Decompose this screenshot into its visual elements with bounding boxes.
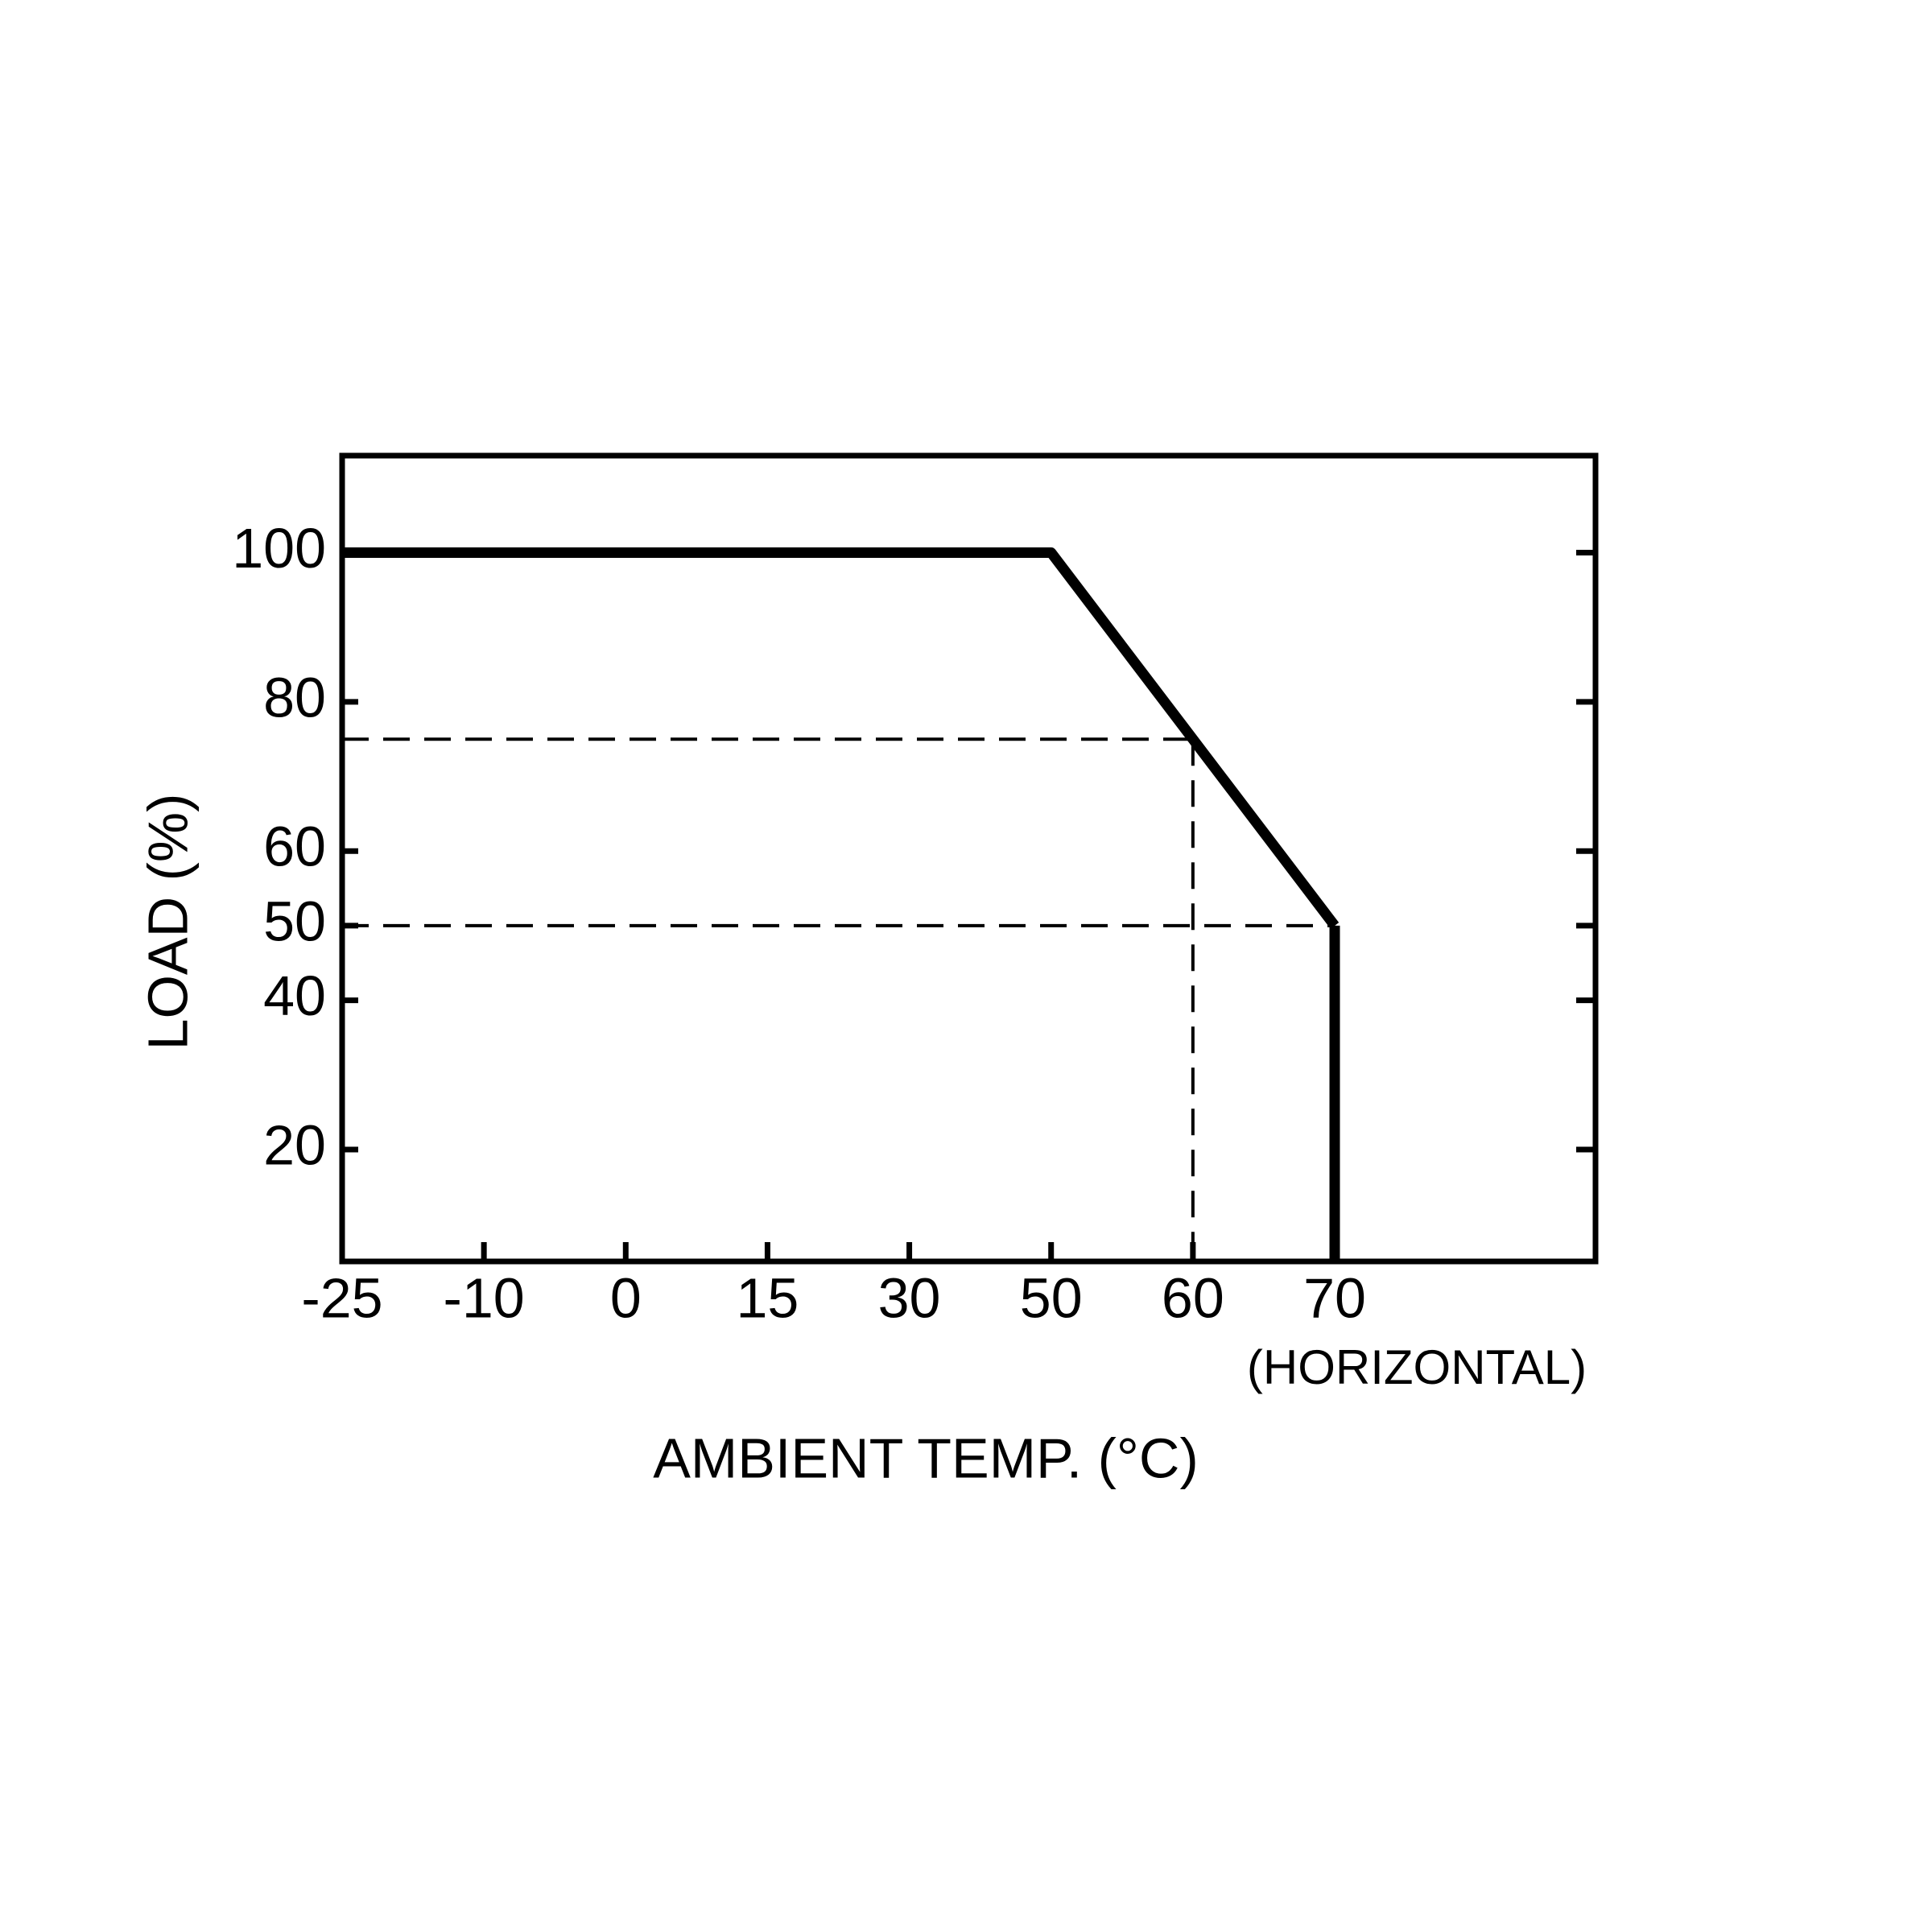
x-tick-label: 30 — [878, 1266, 941, 1329]
y-tick-label: 20 — [263, 1113, 326, 1176]
y-tick-label: 50 — [263, 890, 326, 952]
x-tick-label: -10 — [444, 1266, 525, 1329]
y-axis-label: LOAD (%) — [136, 794, 199, 1051]
y-tick-label: 40 — [263, 964, 326, 1027]
x-axis-label: AMBIENT TEMP. (°C) — [653, 1426, 1199, 1489]
x-tick-label: 0 — [610, 1266, 642, 1329]
y-tick-label: 60 — [263, 815, 326, 878]
x-tick-label: 70 — [1303, 1266, 1366, 1329]
derating-curve — [342, 547, 1340, 929]
annotation: (HORIZONTAL) — [1247, 1340, 1587, 1394]
plot-frame — [339, 452, 1599, 1265]
x-tick-label: -25 — [301, 1266, 382, 1329]
x-tick-label: 50 — [1020, 1266, 1083, 1329]
x-tick-label: 60 — [1162, 1266, 1224, 1329]
y-tick-label: 80 — [263, 666, 326, 729]
x-tick-label: 15 — [736, 1266, 799, 1329]
y-tick-label: 100 — [232, 517, 326, 580]
